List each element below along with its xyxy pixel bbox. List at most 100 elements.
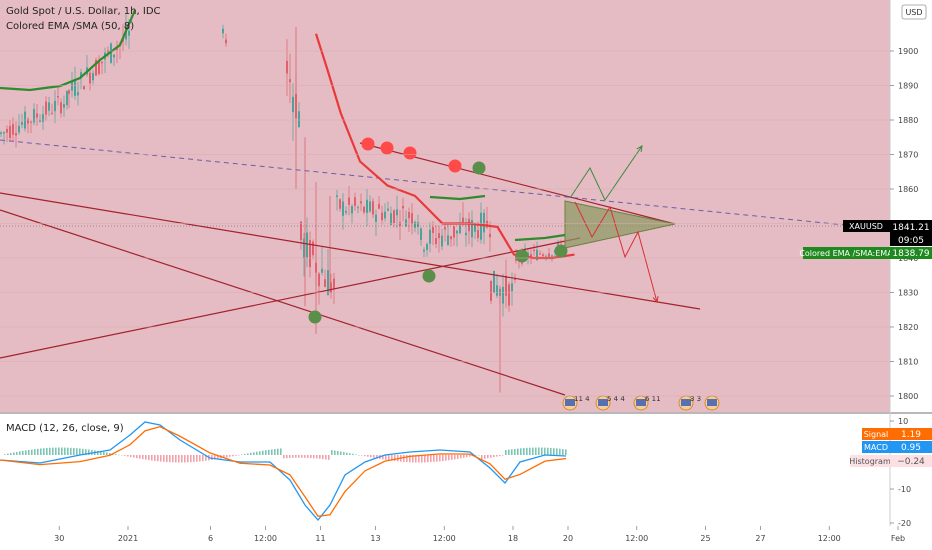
histogram-bar xyxy=(61,447,63,455)
candle-body xyxy=(438,233,440,239)
event-count-label: 5 4 4 xyxy=(607,395,625,403)
candle-body xyxy=(363,206,365,213)
histogram-bar xyxy=(466,455,468,458)
candle-body xyxy=(408,211,410,219)
histogram-bar xyxy=(262,450,264,455)
candle-body xyxy=(471,220,473,238)
histogram-bar xyxy=(214,455,216,460)
macd-tick-label: -10 xyxy=(898,485,911,494)
histogram-bar xyxy=(13,452,15,455)
candle-body xyxy=(15,132,17,136)
histogram-bar xyxy=(301,455,303,458)
histogram-bar xyxy=(445,455,447,461)
histogram-bar xyxy=(403,455,405,462)
candle-body xyxy=(289,79,291,83)
candle-body xyxy=(354,197,356,206)
candle-body xyxy=(387,208,389,211)
histogram-bar xyxy=(490,455,492,458)
candle-body xyxy=(110,43,112,63)
histogram-bar xyxy=(85,449,87,455)
histogram-bar xyxy=(109,452,111,455)
histogram-bar xyxy=(412,455,414,463)
currency-badge[interactable] xyxy=(901,4,927,20)
histogram-bar xyxy=(229,455,231,457)
histogram-bar xyxy=(325,455,327,460)
histogram-bar xyxy=(43,448,45,455)
price-tick-label: 1830 xyxy=(898,289,918,298)
histogram-bar xyxy=(187,455,189,463)
candle-body xyxy=(357,207,359,209)
histogram-bar xyxy=(196,455,198,462)
candle-body xyxy=(77,92,79,96)
signal-value: 1.19 xyxy=(901,430,921,440)
histogram-bar xyxy=(169,455,171,463)
candle-body xyxy=(330,282,332,294)
histogram-bar xyxy=(76,448,78,455)
swing-high-marker xyxy=(380,141,394,155)
histogram-bar xyxy=(310,455,312,459)
histogram-bar xyxy=(499,455,501,457)
macd-layer xyxy=(0,421,567,522)
candle-body xyxy=(462,217,464,223)
ema-line-green-right xyxy=(514,233,566,242)
histogram-bar xyxy=(283,455,285,459)
histogram-label: Histogram xyxy=(849,457,891,466)
histogram-bar xyxy=(64,447,66,455)
histogram-bar xyxy=(40,448,42,455)
histogram-bar xyxy=(259,451,261,455)
axes-layer: 1900189018801870186018501840183018201810… xyxy=(0,47,918,543)
histogram-bar xyxy=(361,455,363,456)
histogram-bar xyxy=(463,455,465,458)
candle-body xyxy=(21,122,23,125)
histogram-bar xyxy=(37,448,39,455)
candle-body xyxy=(327,270,329,295)
candle-body xyxy=(444,227,446,230)
candle-body xyxy=(426,244,428,250)
histogram-bar xyxy=(307,455,309,458)
histogram-bar xyxy=(370,455,372,458)
swing-high-marker xyxy=(361,137,375,151)
time-tick-label: 11 xyxy=(315,534,325,543)
candle-body xyxy=(432,227,434,234)
event-count-label: 6 11 xyxy=(645,395,661,403)
time-tick-label: 12:00 xyxy=(433,534,456,543)
histogram-bar xyxy=(148,455,150,461)
histogram-bar xyxy=(190,455,192,463)
candle-body xyxy=(95,59,97,76)
histogram-bar xyxy=(511,449,513,455)
histogram-bar xyxy=(442,455,444,462)
histogram-bar xyxy=(556,448,558,455)
candle-body xyxy=(450,236,452,240)
histogram-bar xyxy=(124,455,126,456)
time-tick-label: 27 xyxy=(755,534,765,543)
candle-body xyxy=(89,72,91,84)
candle-body xyxy=(548,253,550,257)
currency-badge-label: USD xyxy=(905,8,922,17)
price-tick-label: 1860 xyxy=(898,185,918,194)
histogram-bar xyxy=(154,455,156,461)
histogram-bar xyxy=(523,448,525,455)
histogram-bar xyxy=(313,455,315,459)
markers-layer: 11 4 5 4 4 6 11 3 3 xyxy=(308,137,720,411)
candle-body xyxy=(539,253,541,255)
candle-body xyxy=(292,96,294,113)
histogram-bar xyxy=(46,448,48,455)
candle-body xyxy=(324,279,326,287)
candle-body xyxy=(557,243,559,245)
candle-body xyxy=(348,197,350,205)
histogram-bar xyxy=(448,455,450,461)
histogram-bar xyxy=(391,455,393,461)
histogram-bar xyxy=(484,455,486,459)
candle-body xyxy=(309,240,311,268)
histogram-bar xyxy=(427,455,429,463)
histogram-bar xyxy=(415,455,417,463)
time-tick-label: 20 xyxy=(563,534,573,543)
histogram-bar xyxy=(493,455,495,458)
candle-body xyxy=(92,73,94,81)
histogram-bar xyxy=(328,455,330,460)
histogram-bar xyxy=(535,447,537,455)
histogram-bar xyxy=(97,450,99,455)
candle-body xyxy=(0,132,2,134)
candle-body xyxy=(542,254,544,256)
